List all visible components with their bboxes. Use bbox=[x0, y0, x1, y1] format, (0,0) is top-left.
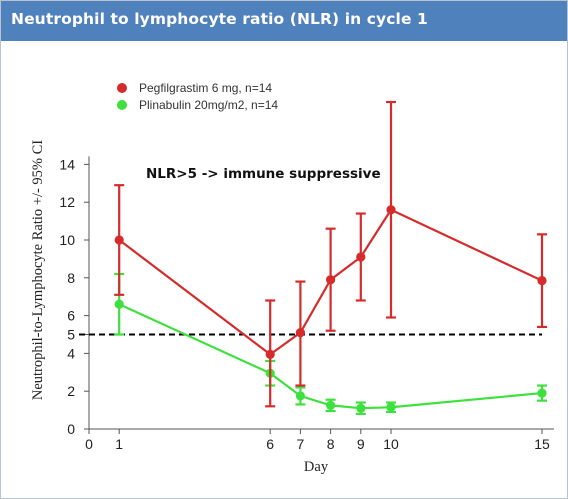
y-tick-label: 8 bbox=[67, 270, 75, 286]
data-point bbox=[326, 275, 336, 285]
x-tick-label: 15 bbox=[534, 436, 550, 452]
annotation-text: NLR>5 -> immune suppressive bbox=[146, 166, 381, 182]
x-tick-label: 7 bbox=[297, 436, 305, 452]
data-point bbox=[295, 391, 305, 401]
y-tick-label: 12 bbox=[59, 194, 75, 210]
data-point bbox=[114, 235, 124, 245]
data-point bbox=[537, 388, 547, 398]
x-tick-label: 8 bbox=[327, 436, 335, 452]
legend: Pegfilgrastim 6 mg, n=14 Plinabulin 20mg/… bbox=[117, 81, 278, 112]
data-point bbox=[326, 400, 336, 410]
plot-area bbox=[114, 100, 547, 415]
y-axis-label: Neutrophil-to-Lymphocyte Ratio +/- 95% C… bbox=[30, 140, 46, 400]
x-tick-label: 6 bbox=[266, 436, 274, 452]
x-tick-label: 1 bbox=[115, 436, 123, 452]
data-point bbox=[295, 328, 305, 338]
legend-marker bbox=[117, 100, 127, 110]
data-point bbox=[386, 205, 396, 215]
series-group bbox=[114, 100, 547, 408]
y-tick-label: 4 bbox=[67, 345, 75, 361]
x-tick-label: 10 bbox=[383, 436, 399, 452]
data-point bbox=[537, 276, 547, 286]
legend-marker bbox=[117, 83, 127, 93]
y-tick-label: 14 bbox=[59, 156, 75, 172]
y-tick-label: 6 bbox=[67, 308, 75, 324]
legend-label: Plinabulin 20mg/m2, n=14 bbox=[139, 98, 278, 112]
y-tick-label: 2 bbox=[67, 383, 75, 399]
data-point bbox=[114, 299, 124, 309]
y-tick-label: 10 bbox=[59, 232, 75, 248]
y-tick-label: 5 bbox=[67, 327, 75, 343]
data-point bbox=[386, 402, 396, 412]
data-point bbox=[356, 252, 366, 262]
data-point bbox=[356, 403, 366, 413]
y-tick-label: 0 bbox=[67, 421, 75, 437]
axes: 0 2 4 5 6 8 10 12 14 0 1 6 7 8 9 10 15 bbox=[59, 156, 554, 452]
x-tick-label: 0 bbox=[85, 436, 93, 452]
x-axis-label: Day bbox=[304, 459, 329, 475]
legend-label: Pegfilgrastim 6 mg, n=14 bbox=[139, 81, 272, 95]
chart-title: Neutrophil to lymphocyte ratio (NLR) in … bbox=[11, 10, 428, 28]
data-point bbox=[265, 349, 275, 359]
x-tick-label: 9 bbox=[357, 436, 365, 452]
title-bar: Neutrophil to lymphocyte ratio (NLR) in … bbox=[1, 1, 567, 41]
